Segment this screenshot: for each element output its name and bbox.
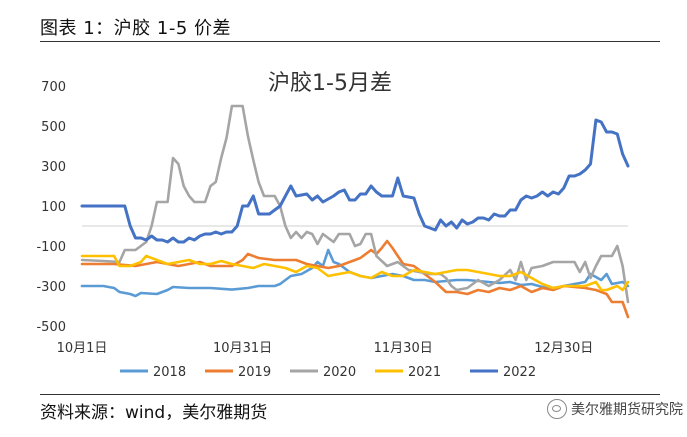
- source-note: 资料来源：wind，美尔雅期货: [40, 403, 268, 423]
- legend-label-2019: 2019: [238, 365, 271, 380]
- y-tick-label: 100: [41, 200, 66, 215]
- y-tick-label: -100: [36, 240, 66, 255]
- series-line-2022: [80, 118, 630, 244]
- watermark: 美尔雅期货研究院: [547, 399, 683, 419]
- series-line-2020: [80, 104, 630, 304]
- x-tick-label: 10月31日: [213, 341, 272, 356]
- y-tick-label: -300: [36, 280, 66, 295]
- x-tick-label: 12月30日: [534, 341, 593, 356]
- x-tick-label: 11月30日: [374, 341, 433, 356]
- header-rule: [40, 41, 660, 42]
- series-line-2019: [80, 239, 630, 319]
- y-axis-ticks: 700 500 300 100 -100 -300 -500: [36, 80, 66, 335]
- legend-label-2021: 2021: [408, 365, 441, 380]
- footer-rule: [40, 394, 660, 395]
- figure-header: 图表 1：沪胶 1-5 价差: [40, 18, 232, 39]
- legend-label-2020: 2020: [323, 365, 356, 380]
- legend-label-2018: 2018: [153, 365, 186, 380]
- y-tick-label: -500: [36, 320, 66, 335]
- chart-title: 沪胶1-5月差: [268, 71, 392, 96]
- y-tick-label: 500: [41, 120, 66, 135]
- y-tick-label: 300: [41, 160, 66, 175]
- wechat-icon: [547, 399, 567, 419]
- x-tick-label: 10月1日: [57, 341, 108, 356]
- series-lines: [80, 104, 630, 319]
- watermark-text: 美尔雅期货研究院: [571, 402, 683, 418]
- y-tick-label: 700: [41, 80, 66, 95]
- x-axis-ticks: 10月1日 10月31日 11月30日 12月30日: [57, 341, 594, 356]
- series-line-2021: [80, 254, 630, 292]
- legend: 2018 2019 2020 2021 2022: [120, 365, 536, 380]
- legend-label-2022: 2022: [503, 365, 536, 380]
